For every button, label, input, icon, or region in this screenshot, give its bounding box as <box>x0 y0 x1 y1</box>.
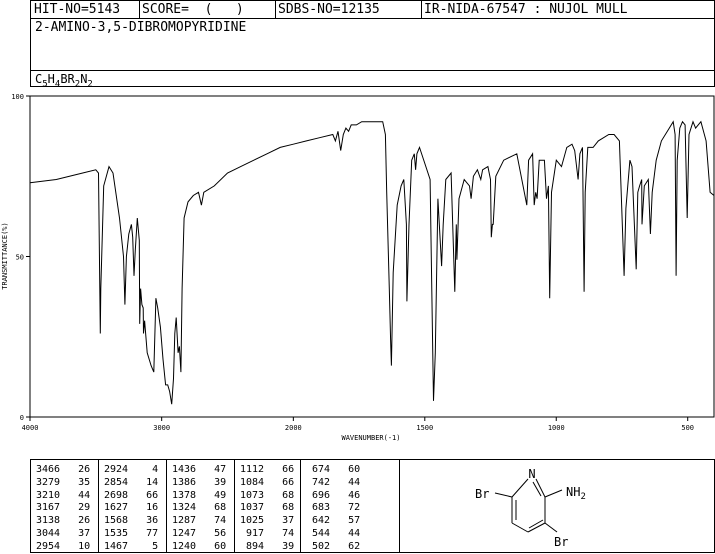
peak-entry: 3279 35 <box>36 476 91 488</box>
y-axis-label: TRANSMITTANCE(%) <box>1 222 9 289</box>
x-tick-label: 2000 <box>285 424 302 432</box>
peak-entry: 1247 56 <box>172 527 227 539</box>
peak-entry: 742 44 <box>306 476 361 488</box>
pyridine-nitrogen-label: N <box>528 467 535 481</box>
peak-entry: 683 72 <box>306 502 361 514</box>
peak-entry: 1240 60 <box>172 540 227 552</box>
peak-column: 674 60 742 44 696 46 683 72 642 57 544 4… <box>306 464 360 554</box>
peak-entry: 3044 37 <box>36 527 91 539</box>
x-axis-label: WAVENUMBER(-1) <box>341 434 400 442</box>
bromine-5-label: Br <box>475 487 489 501</box>
peak-entry: 2854 14 <box>104 476 159 488</box>
header-panel: HIT-NO=5143 SCORE= ( ) SDBS-NO=12135 IR-… <box>30 0 715 89</box>
peak-entry: 1084 66 <box>240 476 295 488</box>
peak-entry: 2698 66 <box>104 489 159 501</box>
compound-name: 2-AMINO-3,5-DIBROMOPYRIDINE <box>35 20 247 35</box>
sdbs-number: SDBS-NO=12135 <box>278 2 380 17</box>
peak-entry: 1568 36 <box>104 515 159 527</box>
peak-column: 2924 4 2854 14 2698 66 1627 16 1568 36 1535 7… <box>104 464 158 554</box>
plot-frame <box>29 95 715 418</box>
peak-entry: 696 46 <box>306 489 361 501</box>
x-tick-label: 3000 <box>153 424 170 432</box>
y-tick-label: 50 <box>16 254 24 262</box>
peak-entry: 674 60 <box>306 464 361 475</box>
peak-entry: 894 39 <box>240 540 295 552</box>
peak-entry: 1436 47 <box>172 464 227 475</box>
peak-entry: 1037 68 <box>240 502 295 514</box>
peak-entry: 1287 74 <box>172 515 227 527</box>
chemical-structure: N NH2 Br Br <box>475 467 586 549</box>
score: SCORE= ( ) <box>142 2 244 17</box>
x-tick-label: 4000 <box>22 424 39 432</box>
x-tick-label: 1000 <box>548 424 565 432</box>
peak-entry: 1627 16 <box>104 502 159 514</box>
y-tick-label: 100 <box>11 93 24 101</box>
hit-number: HIT-NO=5143 <box>34 2 121 17</box>
peak-entry: 2954 10 <box>36 540 91 552</box>
peak-entry: 544 44 <box>306 527 361 539</box>
amino-group-label: NH2 <box>566 485 586 502</box>
peak-entry: 1378 49 <box>172 489 227 501</box>
peak-entry: 642 57 <box>306 515 361 527</box>
peak-entry: 1025 37 <box>240 515 295 527</box>
peak-entry: 3210 44 <box>36 489 91 501</box>
peak-entry: 1467 5 <box>104 540 159 552</box>
y-tick-label: 0 <box>20 414 24 422</box>
peak-entry: 3138 26 <box>36 515 91 527</box>
ir-nida-info: IR-NIDA-67547 : NUJOL MULL <box>424 2 628 17</box>
molecular-formula: C5H4BR2N2 <box>35 72 93 90</box>
peak-entry: 1073 68 <box>240 489 295 501</box>
peak-entry: 1112 66 <box>240 464 295 475</box>
x-tick-label: 500 <box>681 424 694 432</box>
bromine-3-label: Br <box>554 535 568 549</box>
peak-column: 1436 47 1386 39 1378 49 1324 68 1287 74 1247 … <box>172 464 226 554</box>
peak-entry: 917 74 <box>240 527 295 539</box>
peak-entry: 3167 29 <box>36 502 91 514</box>
peak-entry: 1535 77 <box>104 527 159 539</box>
peak-column: 3466 26 3279 35 3210 44 3167 29 3138 26 3044 … <box>36 464 90 554</box>
x-tick-label: 1500 <box>416 424 433 432</box>
peak-entry: 1386 39 <box>172 476 227 488</box>
peak-column: 1112 66 1084 66 1073 68 1037 68 1025 37 917 … <box>240 464 294 554</box>
peak-entry: 3466 26 <box>36 464 91 475</box>
peak-entry: 502 62 <box>306 540 361 552</box>
peak-entry: 2924 4 <box>104 464 159 475</box>
spectrum-line <box>29 120 715 405</box>
peak-entry: 1324 68 <box>172 502 227 514</box>
